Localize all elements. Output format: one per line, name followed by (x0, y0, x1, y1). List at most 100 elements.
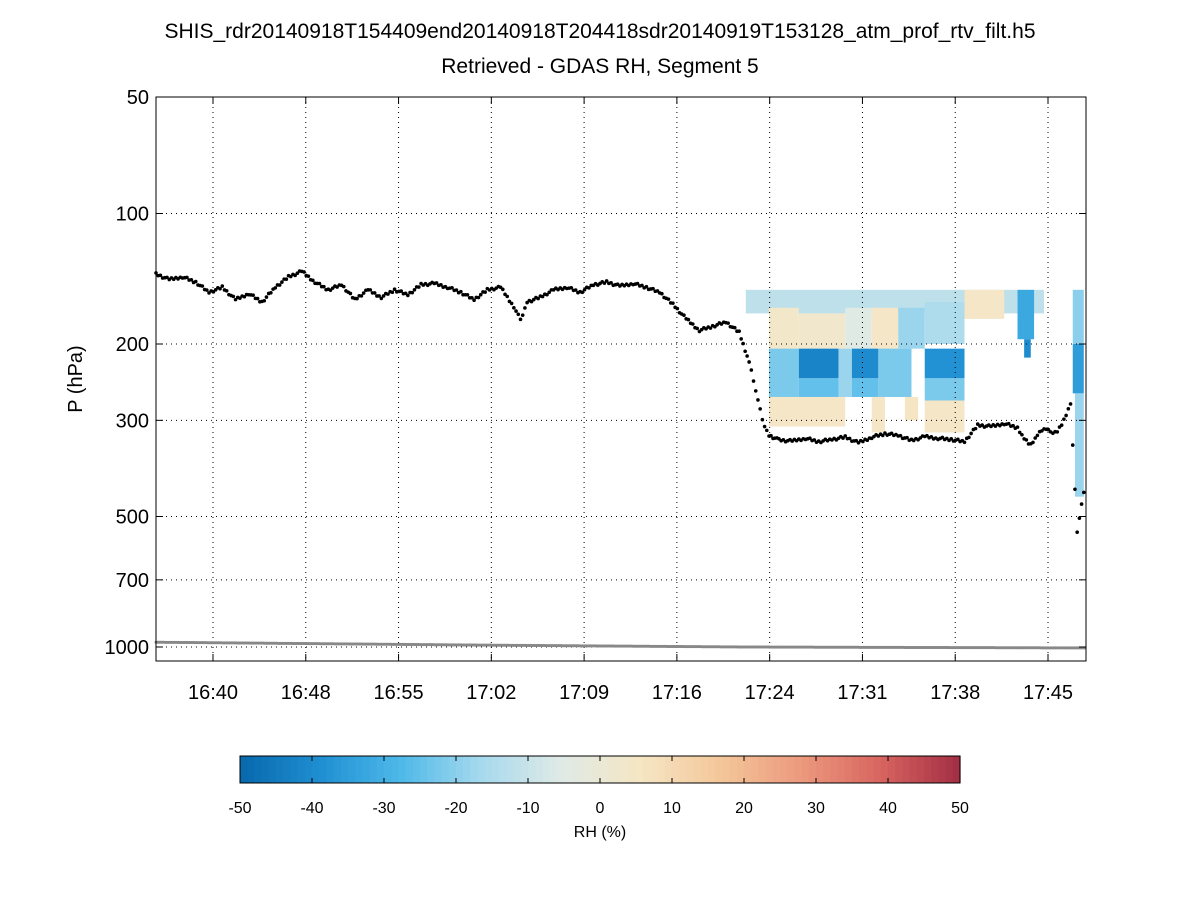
colorbar-swatch (866, 756, 875, 783)
colorbar-swatch (297, 756, 306, 783)
retrieval-point (1066, 407, 1071, 411)
heatmap-cell (878, 348, 912, 397)
colorbar-tick-label: 50 (951, 800, 969, 817)
heatmap-layer (745, 289, 1084, 497)
retrieval-point (1035, 433, 1040, 438)
retrieval-point (277, 283, 282, 287)
retrieval-point (509, 301, 514, 306)
retrieval-point (465, 292, 470, 297)
retrieval-point (545, 292, 549, 297)
colorbar-swatch (427, 756, 435, 783)
retrieval-point (355, 296, 359, 301)
colorbar-swatch (369, 756, 378, 783)
retrieval-point (1046, 427, 1051, 432)
heatmap-cell (871, 307, 899, 349)
retrieval-point (262, 298, 267, 303)
colorbar-swatch (477, 756, 486, 783)
retrieval-point (1070, 443, 1075, 447)
y-tick-label: 200 (116, 334, 149, 356)
retrieval-point (602, 281, 607, 285)
retrieval-point (523, 306, 527, 310)
heatmap-cell (904, 396, 919, 421)
retrieval-point (1059, 423, 1064, 427)
retrieval-point (671, 301, 675, 305)
x-tick-label: 17:02 (466, 682, 516, 704)
series-layer (154, 269, 1087, 650)
colorbar-swatch (376, 756, 385, 783)
colorbar-tick-label: -20 (444, 800, 467, 817)
retrieval-point (573, 288, 578, 292)
retrieval-point (284, 277, 289, 281)
retrieval-point (580, 290, 585, 295)
x-tick-label: 17:16 (652, 682, 702, 704)
colorbar-swatch (859, 756, 867, 783)
retrieval-point (1055, 430, 1060, 434)
retrieval-point (758, 407, 762, 411)
retrieval-point (1064, 413, 1068, 418)
heatmap-cell (798, 313, 846, 349)
retrieval-point (536, 296, 540, 301)
retrieval-point (880, 433, 885, 438)
retrieval-point (478, 292, 483, 297)
retrieval-point (185, 275, 189, 280)
retrieval-point (726, 321, 730, 325)
colorbar-swatch (261, 756, 270, 783)
colorbar-swatch (542, 756, 551, 783)
y-tick-label: 50 (127, 87, 149, 109)
x-tick-label: 17:31 (837, 682, 887, 704)
colorbar-tick-label: 20 (735, 800, 753, 817)
colorbar-swatch (837, 756, 846, 783)
heatmap-cell (871, 396, 885, 433)
colorbar-tick-label: -40 (300, 800, 323, 817)
retrieval-point (969, 431, 973, 436)
colorbar-swatch (614, 756, 623, 783)
retrieval-point (417, 285, 421, 289)
retrieval-point (377, 294, 381, 298)
retrieval-point (273, 286, 278, 290)
colorbar-tick-label: 0 (596, 800, 605, 817)
colorbar-swatch (600, 756, 608, 783)
retrieval-point (459, 289, 463, 294)
colorbar-swatch (924, 756, 932, 783)
colorbar-swatch (276, 756, 284, 783)
heatmap-cell (1074, 393, 1084, 497)
heatmap-cell (964, 289, 1005, 319)
y-axis-label: P (hPa) (65, 345, 87, 412)
retrieval-point (682, 313, 686, 318)
colorbar-swatch (873, 756, 882, 783)
colorbar-swatch (628, 756, 637, 783)
retrieval-point (1075, 530, 1079, 534)
retrieval-point (269, 290, 273, 295)
retrieval-point (666, 297, 671, 301)
colorbar-swatch (405, 756, 414, 783)
retrieval-point (158, 273, 163, 278)
colorbar-swatch (556, 756, 565, 783)
colorbar-swatch (384, 756, 392, 783)
retrieval-point (865, 438, 870, 443)
retrieval-point (311, 278, 315, 283)
colorbar-tick-label: 30 (807, 800, 825, 817)
colorbar-swatch (448, 756, 457, 783)
retrieval-point (854, 438, 859, 443)
retrieval-point (412, 287, 417, 292)
colorbar-swatch (700, 756, 709, 783)
colorbar-swatch (434, 756, 443, 783)
colorbar-swatch (592, 756, 601, 783)
heatmap-cell (838, 348, 852, 397)
retrieval-point (454, 288, 459, 292)
retrieval-point (1068, 402, 1073, 406)
retrieval-point (520, 313, 525, 317)
retrieval-point (406, 293, 410, 298)
retrieval-point (264, 295, 269, 299)
colorbar-swatch (816, 756, 824, 783)
retrieval-point (410, 290, 415, 295)
retrieval-point (841, 436, 845, 440)
colorbar-swatch (902, 756, 911, 783)
retrieval-point (749, 368, 754, 372)
retrieval-point (737, 329, 741, 333)
colorbar-swatch (513, 756, 522, 783)
heatmap-cell (924, 400, 965, 433)
retrieval-point (569, 285, 574, 290)
retrieval-point (695, 326, 700, 331)
x-tick-label: 17:38 (930, 682, 980, 704)
